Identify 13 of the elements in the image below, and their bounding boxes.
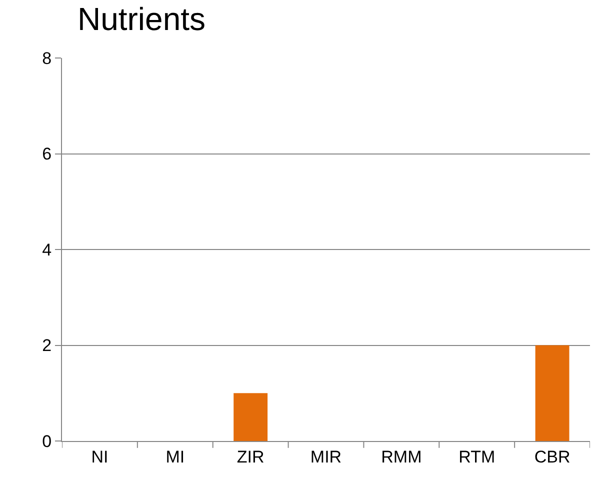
y-tick-label: 8 (42, 48, 52, 68)
x-tick-label: RMM (381, 447, 422, 466)
x-tick-label: ZIR (236, 447, 264, 466)
y-tick-label: 2 (42, 336, 52, 356)
x-tick-label: NI (91, 447, 108, 466)
y-tick-label: 0 (42, 432, 52, 451)
y-tick-label: 6 (42, 144, 52, 164)
y-tick-label: 4 (42, 240, 52, 260)
x-tick-label: MI (166, 447, 185, 466)
chart-title: Nutrients (77, 0, 206, 37)
x-tick-label: MIR (310, 447, 342, 466)
x-tick-label: CBR (534, 447, 570, 466)
x-tick-label: RTM (458, 447, 496, 466)
